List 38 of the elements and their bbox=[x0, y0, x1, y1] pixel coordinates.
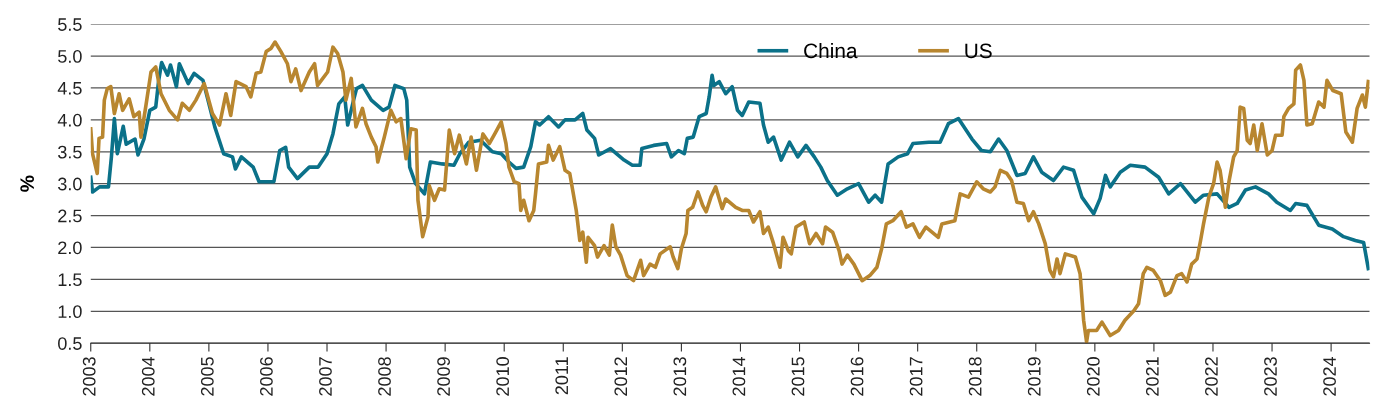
y-tick-label: 4.0 bbox=[57, 113, 82, 127]
x-tick-label: 2016 bbox=[850, 357, 864, 396]
y-axis-title: % bbox=[20, 175, 34, 192]
x-tick-label: 2024 bbox=[1323, 356, 1336, 396]
y-tick-label: 4.5 bbox=[57, 82, 82, 95]
x-tick-label: 2009 bbox=[437, 357, 450, 396]
x-tick-label: 2018 bbox=[968, 357, 982, 396]
x-tick-label: 2011 bbox=[555, 357, 569, 395]
x-tick-label: 2017 bbox=[909, 357, 923, 396]
line-series bbox=[90, 60, 1370, 271]
x-tick-label: 2003 bbox=[82, 357, 96, 396]
x-tick-label: 2008 bbox=[378, 357, 391, 396]
y-tick-label: 3.5 bbox=[58, 145, 82, 159]
x-tick-label: 2020 bbox=[1086, 357, 1100, 396]
y-tick-label: 1.0 bbox=[58, 305, 82, 319]
x-tick-label: 2005 bbox=[200, 357, 214, 396]
x-tick-label: 2013 bbox=[673, 357, 687, 396]
x-tick-label: 2004 bbox=[141, 356, 155, 396]
legend-label: US bbox=[965, 43, 992, 59]
line-series bbox=[90, 40, 1370, 344]
x-tick-label: 2022 bbox=[1205, 357, 1218, 396]
x-tick-label: 2014 bbox=[732, 356, 746, 396]
x-tick-label: 2021 bbox=[1145, 357, 1159, 396]
x-tick-label: 2006 bbox=[260, 357, 273, 396]
x-tick-label: 2010 bbox=[496, 357, 510, 396]
y-tick-label: 2.5 bbox=[58, 209, 82, 223]
y-tick-label: 2.0 bbox=[58, 241, 82, 255]
x-tick-label: 2019 bbox=[1027, 357, 1041, 396]
legend-label: China bbox=[804, 42, 858, 59]
y-tick-label: 5.0 bbox=[58, 50, 82, 63]
x-tick-label: 2023 bbox=[1264, 357, 1277, 396]
x-tick-label: 2015 bbox=[791, 357, 805, 396]
y-tick-label: 1.5 bbox=[58, 273, 82, 287]
y-tick-label: 5.5 bbox=[58, 18, 82, 31]
y-tick-label: 0.5 bbox=[58, 337, 82, 350]
x-tick-label: 2012 bbox=[614, 357, 628, 396]
y-tick-label: 3.0 bbox=[58, 177, 82, 191]
x-tick-label: 2007 bbox=[319, 357, 332, 396]
